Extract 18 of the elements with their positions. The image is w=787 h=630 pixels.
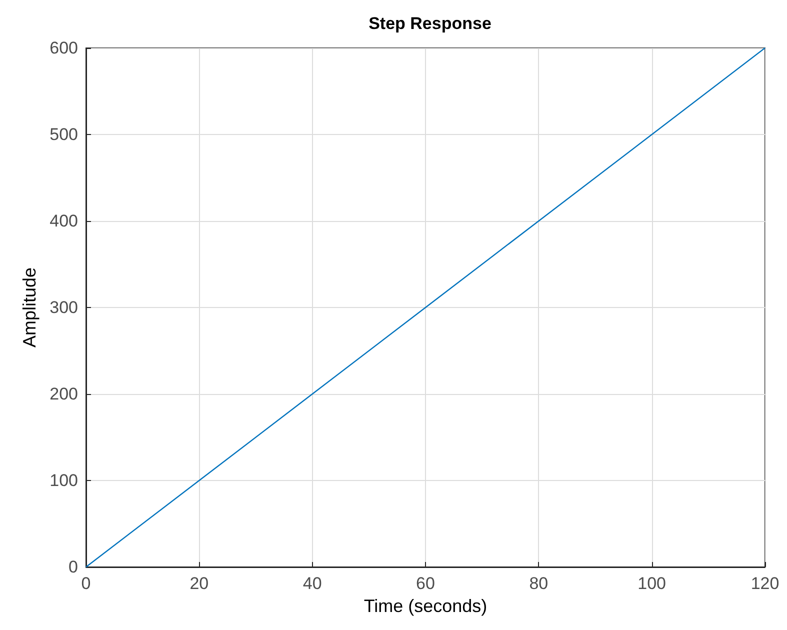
y-tick-label: 100 [50, 471, 78, 490]
line-series [85, 47, 766, 568]
y-tick-label: 0 [68, 558, 78, 576]
y-tick-label: 500 [50, 125, 78, 144]
y-tick-label: 300 [50, 298, 78, 317]
x-tick-label: 0 [81, 574, 91, 593]
x-tick-label: 80 [529, 574, 548, 593]
y-axis-title: Amplitude [20, 267, 40, 348]
y-tick-label: 600 [50, 38, 78, 58]
x-axis-title: Time (seconds) [364, 596, 488, 616]
y-tick-label: 400 [50, 212, 78, 230]
x-tick-label: 100 [638, 574, 666, 593]
x-tick-label: 40 [302, 574, 322, 593]
y-tick-label: 200 [50, 384, 78, 404]
x-tick-label: 20 [190, 574, 209, 593]
chart-title: Step Response [368, 14, 492, 33]
x-tick-label: 60 [416, 574, 435, 593]
x-tick-label: 120 [750, 574, 780, 593]
